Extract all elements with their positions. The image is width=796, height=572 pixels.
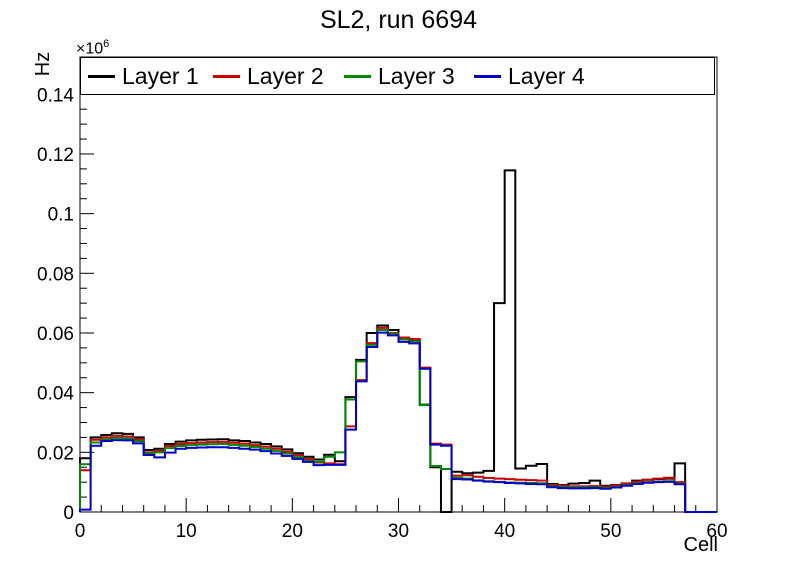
x-axis-title: Cell [683,534,718,556]
svg-text:0.14: 0.14 [37,85,74,106]
svg-text:50: 50 [600,521,621,542]
svg-text:40: 40 [494,521,515,542]
svg-text:0.12: 0.12 [37,145,74,166]
y-axis-exponent: ×106 [76,38,109,58]
legend-label-layer-4: Layer 4 [508,62,585,89]
legend-line-layer-3-icon [344,74,371,78]
svg-text:60: 60 [706,521,727,542]
legend-entry-layer-3: Layer 3 [344,58,455,94]
svg-text:20: 20 [282,521,303,542]
svg-text:0.08: 0.08 [37,264,74,285]
legend-line-layer-2-icon [213,74,240,78]
svg-text:0.1: 0.1 [48,205,74,226]
svg-text:0.06: 0.06 [37,324,74,345]
y-axis-exponent-power: 6 [103,38,110,50]
legend-entry-layer-1: Layer 1 [88,58,199,94]
svg-text:0: 0 [63,503,74,524]
legend-box: Layer 1 Layer 2 Layer 3 Layer 4 [80,57,715,95]
legend-label-layer-3: Layer 3 [378,62,455,89]
legend-line-layer-4-icon [474,74,501,78]
svg-text:30: 30 [388,521,409,542]
chart-title: SL2, run 6694 [319,6,478,34]
legend-entry-layer-2: Layer 2 [213,58,324,94]
svg-text:10: 10 [176,521,197,542]
svg-text:0: 0 [75,521,86,542]
legend-label-layer-2: Layer 2 [247,62,324,89]
svg-text:0.04: 0.04 [37,384,74,405]
y-axis-exponent-base: ×10 [76,40,104,58]
svg-text:0.02: 0.02 [37,443,74,464]
legend-line-layer-1-icon [88,74,115,78]
legend-entry-layer-4: Layer 4 [474,58,585,94]
legend-label-layer-1: Layer 1 [122,62,199,89]
